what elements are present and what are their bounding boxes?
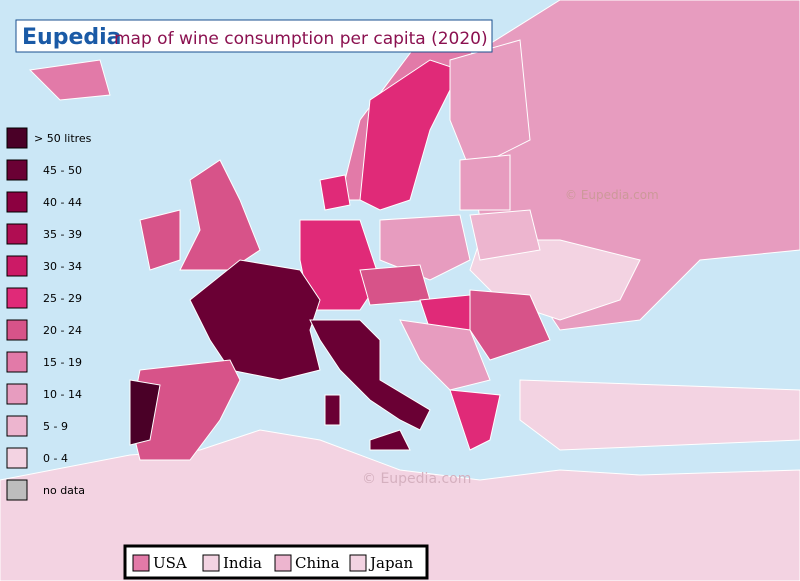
finland [449,39,531,171]
legend-swatch [6,223,28,245]
belarus [469,209,541,261]
legend-swatch [6,127,28,149]
baltics [459,154,511,211]
legend-label: 25 - 29 [43,292,82,305]
other-label: China [295,554,340,572]
other-swatch [349,554,367,572]
legend-swatch [6,319,28,341]
title: map of wine consumption per capita (2020… [114,29,488,49]
legend-label: 0 - 4 [43,452,68,465]
denmark [319,174,351,211]
other-label: USA [153,554,187,572]
legend-label: 10 - 14 [43,388,82,401]
other-swatch [274,554,292,572]
greece [449,389,501,451]
italy [309,319,431,431]
legend: > 50 litres 45 - 50 40 - 44 35 - 39 30 - 34 2… [6,127,92,501]
other-label: India [223,554,262,572]
legend-swatch [6,383,28,405]
title-box [15,19,493,53]
legend-swatch [6,255,28,277]
turkey [519,379,800,451]
ireland [139,209,181,271]
brand: Eupedia [22,25,122,50]
legend-swatch [6,191,28,213]
legend-label: no data [43,484,85,497]
iceland [28,59,111,101]
sicily [369,429,411,451]
legend-label: > 50 litres [34,132,92,145]
legend-label: 40 - 44 [43,196,82,209]
legend-swatch [6,415,28,437]
legend-label: 5 - 9 [43,420,68,433]
watermark: © Eupedia.com [565,188,659,202]
france [189,259,321,381]
romania [469,289,551,361]
britain [179,159,261,271]
legend-swatch [6,287,28,309]
legend-swatch [6,447,28,469]
legend-swatch [6,351,28,373]
legend-swatch [6,479,28,501]
legend-label: 15 - 19 [43,356,82,369]
sweden [359,59,461,211]
other-label: Japan [368,554,414,572]
balkans [399,319,491,391]
other-swatch [202,554,220,572]
portugal [129,379,161,446]
legend-swatch [6,159,28,181]
sardinia [324,394,341,426]
legend-label: 30 - 34 [43,260,82,273]
north-africa [0,429,800,581]
czechia-austria [359,264,431,306]
other-swatch [132,554,150,572]
legend-label: 45 - 50 [43,164,82,177]
germany [299,219,381,311]
others-legend: USA India China Japan [132,554,414,572]
legend-label: 20 - 24 [43,324,82,337]
legend-label: 35 - 39 [43,228,82,241]
watermark: © Eupedia.com [362,471,471,487]
poland [379,214,471,281]
